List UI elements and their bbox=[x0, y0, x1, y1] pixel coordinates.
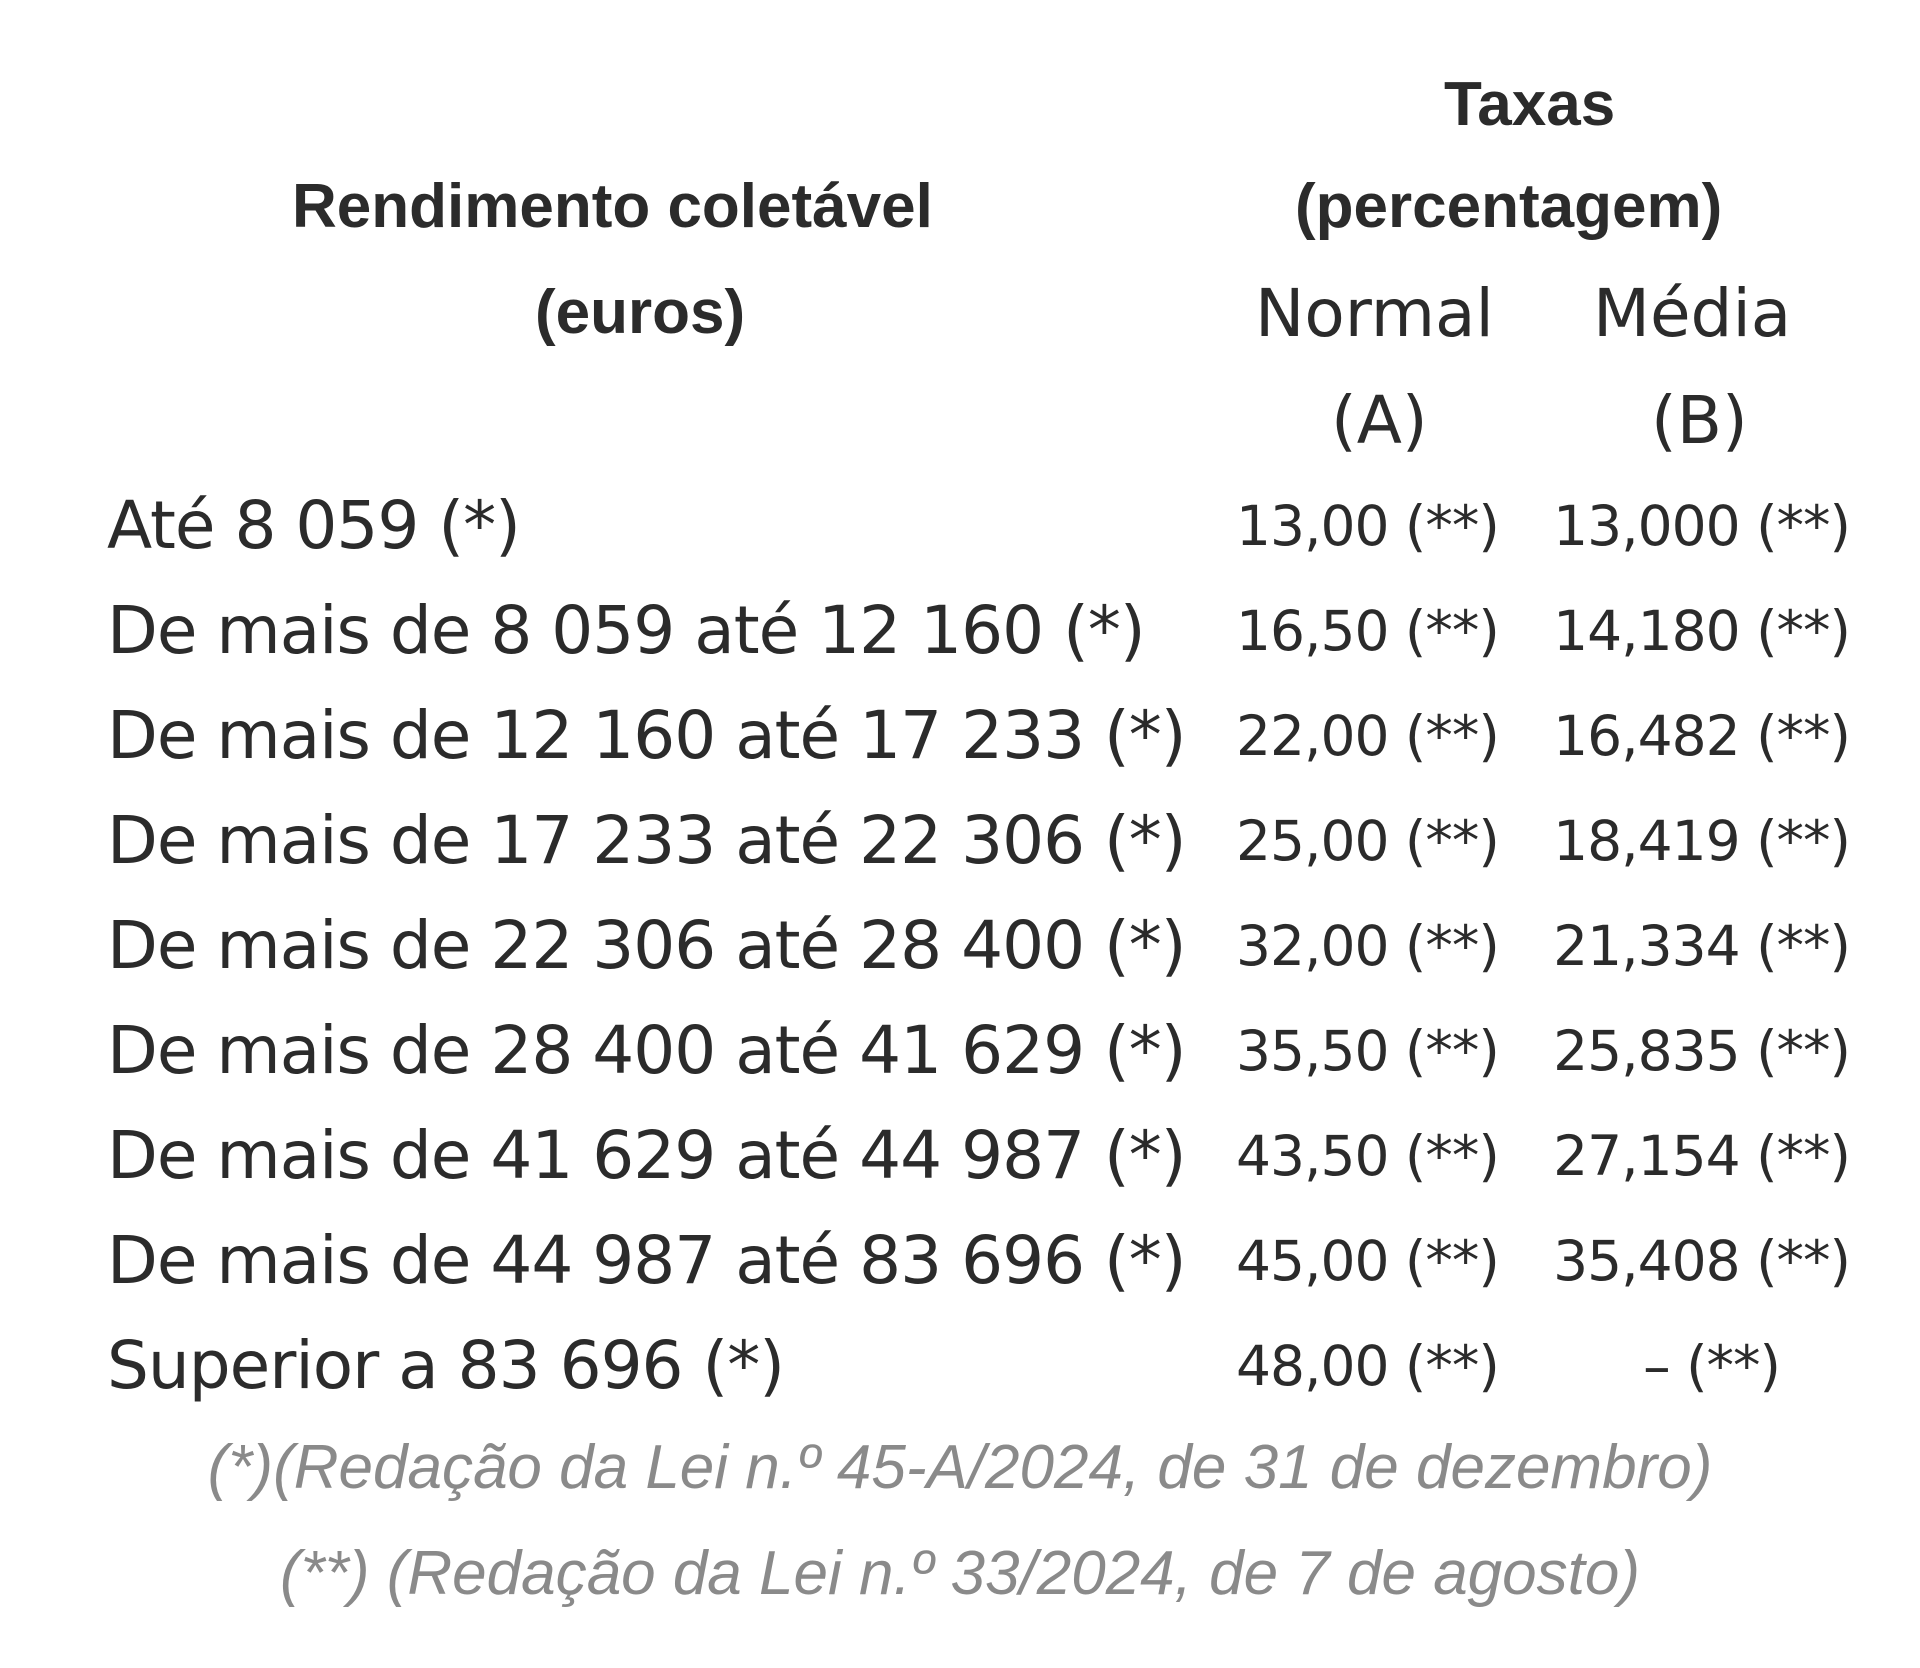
header-percentagem: (percentagem) bbox=[1295, 172, 1723, 241]
table-row: De mais de 8 059 até 12 160 (*) 16,50 (*… bbox=[0, 581, 1920, 681]
header-col-b: (B) bbox=[1651, 382, 1748, 459]
rate-normal: 45,00 (**) bbox=[1236, 1229, 1500, 1293]
rate-normal: 25,00 (**) bbox=[1236, 809, 1500, 873]
rate-media: 18,419 (**) bbox=[1553, 809, 1851, 873]
income-bracket: De mais de 28 400 até 41 629 (*) bbox=[107, 1012, 1187, 1089]
rate-media: – (**) bbox=[1643, 1334, 1781, 1398]
income-bracket: Superior a 83 696 (*) bbox=[107, 1327, 785, 1404]
income-bracket: De mais de 22 306 até 28 400 (*) bbox=[107, 907, 1187, 984]
footnote-lei-45a-2024: (*)(Redação da Lei n.º 45-A/2024, de 31 … bbox=[207, 1433, 1713, 1502]
rate-media: 25,835 (**) bbox=[1553, 1019, 1851, 1083]
rate-normal: 48,00 (**) bbox=[1236, 1334, 1500, 1398]
income-bracket: Até 8 059 (*) bbox=[107, 487, 521, 564]
income-bracket: De mais de 41 629 até 44 987 (*) bbox=[107, 1117, 1187, 1194]
rate-normal: 16,50 (**) bbox=[1236, 599, 1500, 663]
table-row: De mais de 44 987 até 83 696 (*) 45,00 (… bbox=[0, 1211, 1920, 1311]
table-row: Superior a 83 696 (*) 48,00 (**) – (**) bbox=[0, 1316, 1920, 1416]
income-bracket: De mais de 17 233 até 22 306 (*) bbox=[107, 802, 1187, 879]
table-row: De mais de 41 629 até 44 987 (*) 43,50 (… bbox=[0, 1106, 1920, 1206]
rate-media: 21,334 (**) bbox=[1553, 914, 1851, 978]
header-euros: (euros) bbox=[535, 278, 746, 347]
income-bracket: De mais de 44 987 até 83 696 (*) bbox=[107, 1222, 1187, 1299]
rate-normal: 13,00 (**) bbox=[1236, 494, 1500, 558]
header-taxas: Taxas bbox=[1444, 70, 1616, 139]
header-col-a: (A) bbox=[1331, 382, 1428, 459]
table-row: De mais de 17 233 até 22 306 (*) 25,00 (… bbox=[0, 791, 1920, 891]
rate-normal: 35,50 (**) bbox=[1236, 1019, 1500, 1083]
rate-media: 16,482 (**) bbox=[1553, 704, 1851, 768]
table-row: De mais de 22 306 até 28 400 (*) 32,00 (… bbox=[0, 896, 1920, 996]
table-row: Até 8 059 (*) 13,00 (**) 13,000 (**) bbox=[0, 476, 1920, 576]
header-media: Média bbox=[1593, 275, 1792, 352]
income-bracket: De mais de 12 160 até 17 233 (*) bbox=[107, 697, 1187, 774]
table-row: De mais de 28 400 até 41 629 (*) 35,50 (… bbox=[0, 1001, 1920, 1101]
rate-normal: 43,50 (**) bbox=[1236, 1124, 1500, 1188]
rate-media: 27,154 (**) bbox=[1553, 1124, 1851, 1188]
header-normal: Normal bbox=[1255, 275, 1494, 352]
table-row: De mais de 12 160 até 17 233 (*) 22,00 (… bbox=[0, 686, 1920, 786]
income-bracket: De mais de 8 059 até 12 160 (*) bbox=[107, 592, 1146, 669]
rate-normal: 22,00 (**) bbox=[1236, 704, 1500, 768]
header-rendimento-coletavel: Rendimento coletável bbox=[292, 172, 933, 241]
rate-media: 13,000 (**) bbox=[1553, 494, 1851, 558]
rate-normal: 32,00 (**) bbox=[1236, 914, 1500, 978]
rate-media: 35,408 (**) bbox=[1553, 1229, 1851, 1293]
rate-media: 14,180 (**) bbox=[1553, 599, 1851, 663]
footnote-lei-33-2024: (**) (Redação da Lei n.º 33/2024, de 7 d… bbox=[279, 1539, 1640, 1608]
